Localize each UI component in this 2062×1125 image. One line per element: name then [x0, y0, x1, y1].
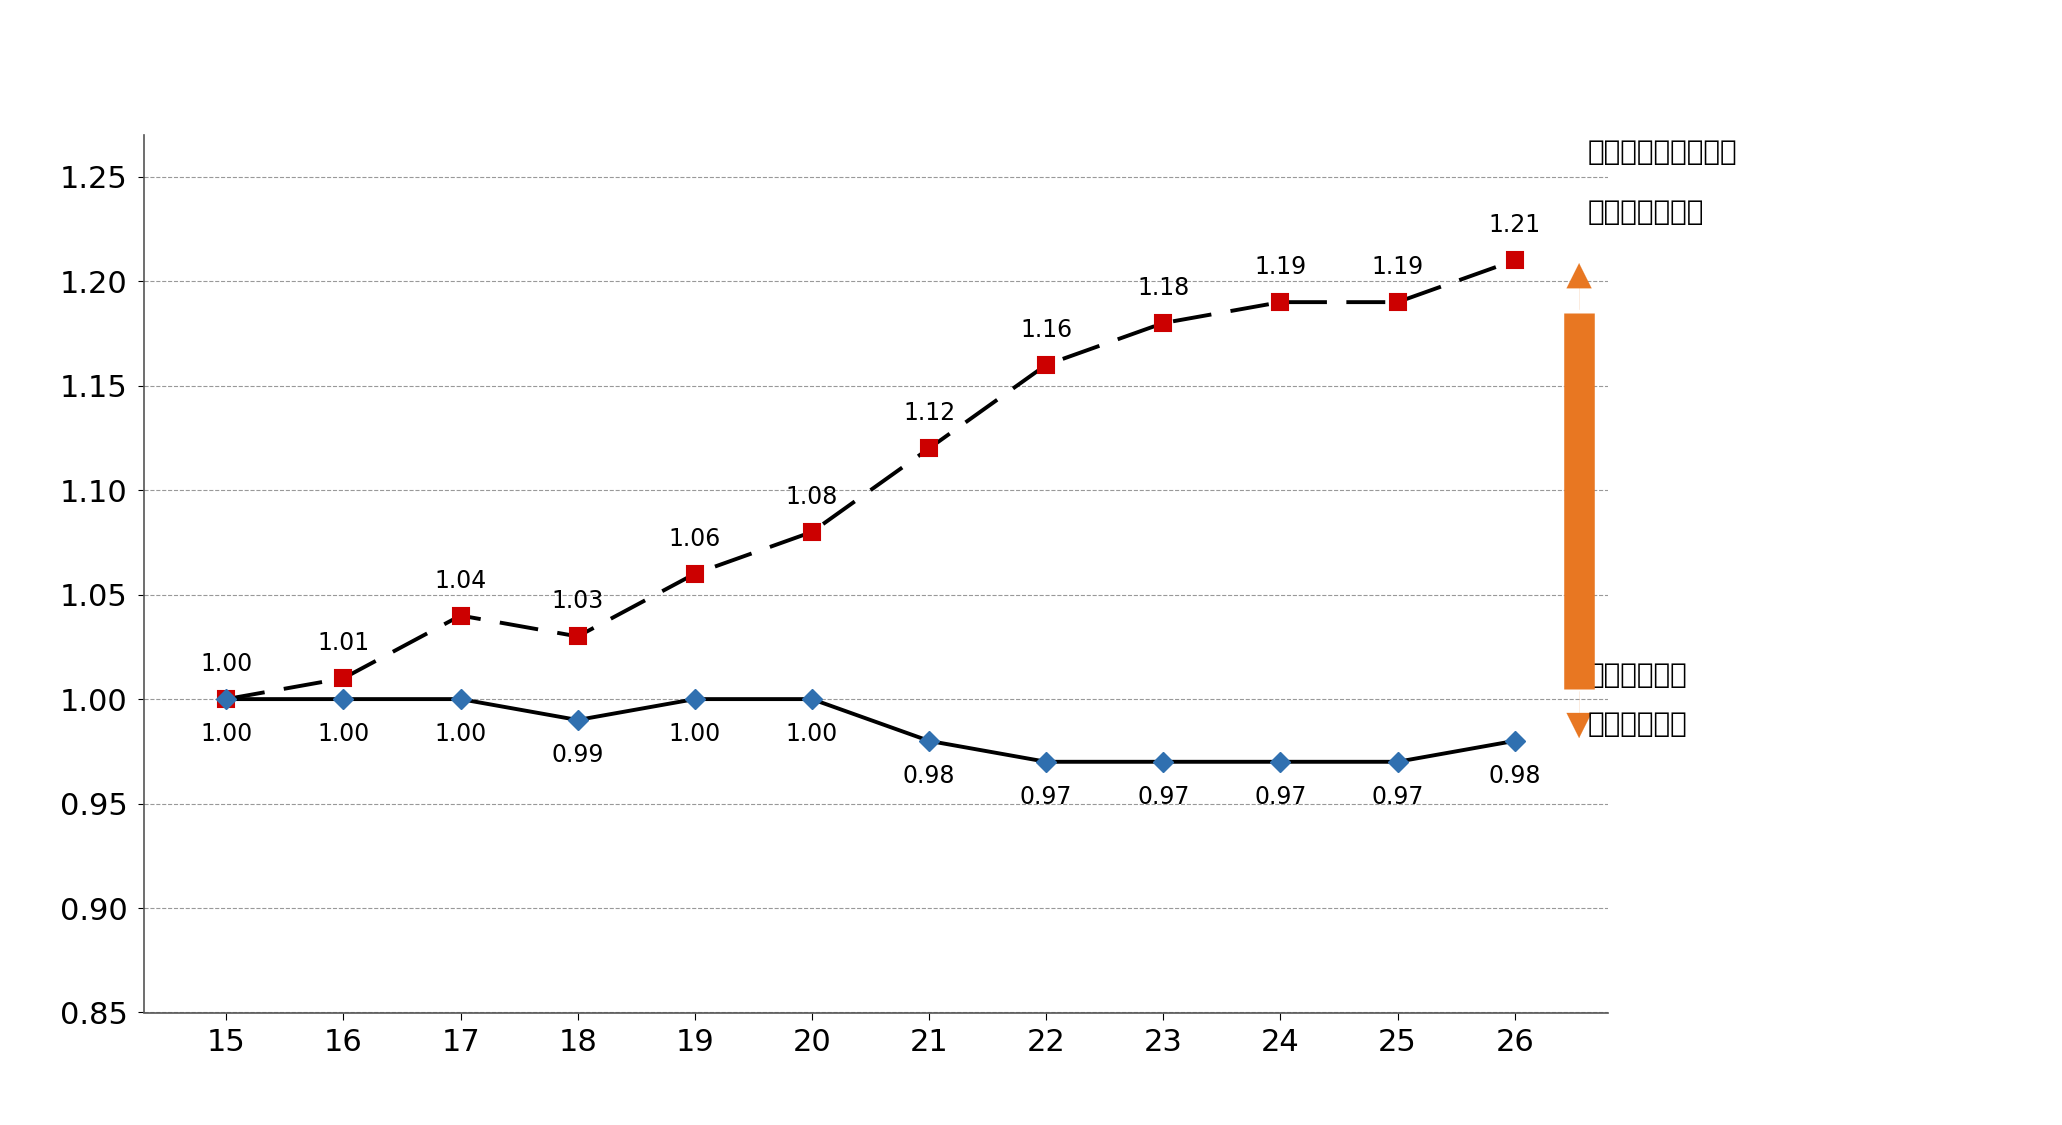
Text: 1.03: 1.03 — [551, 590, 604, 613]
Text: １人当たりの医療費: １人当たりの医療費 — [1588, 138, 1736, 166]
Text: 0.98: 0.98 — [903, 764, 955, 787]
Text: 1.01: 1.01 — [318, 631, 369, 655]
Text: 1.06: 1.06 — [668, 526, 722, 551]
Text: （保険給付費）: （保険給付費） — [1588, 198, 1703, 226]
Text: 0.97: 0.97 — [1254, 785, 1307, 809]
Text: 1.00: 1.00 — [200, 722, 252, 746]
Text: 1.21: 1.21 — [1489, 214, 1540, 237]
Text: 1.16: 1.16 — [1021, 318, 1072, 342]
Text: 1.19: 1.19 — [1254, 255, 1307, 279]
Text: 0.97: 0.97 — [1136, 785, 1190, 809]
Text: 1.00: 1.00 — [435, 722, 487, 746]
Text: 1.00: 1.00 — [668, 722, 722, 746]
Text: 1.04: 1.04 — [435, 568, 487, 593]
Text: １人当たりの: １人当たりの — [1588, 660, 1687, 688]
Text: 1.12: 1.12 — [903, 402, 955, 425]
Text: 1.00: 1.00 — [786, 722, 837, 746]
Text: 1.18: 1.18 — [1136, 276, 1190, 300]
Text: 1.00: 1.00 — [200, 652, 252, 676]
Text: 1.19: 1.19 — [1371, 255, 1423, 279]
Text: 1.08: 1.08 — [786, 485, 837, 508]
Text: 0.97: 0.97 — [1371, 785, 1423, 809]
Text: 報酬（賃金）: 報酬（賃金） — [1588, 710, 1687, 738]
Text: 0.99: 0.99 — [551, 742, 604, 767]
Text: 0.98: 0.98 — [1489, 764, 1540, 787]
Text: 0.97: 0.97 — [1021, 785, 1072, 809]
Text: 1.00: 1.00 — [318, 722, 369, 746]
